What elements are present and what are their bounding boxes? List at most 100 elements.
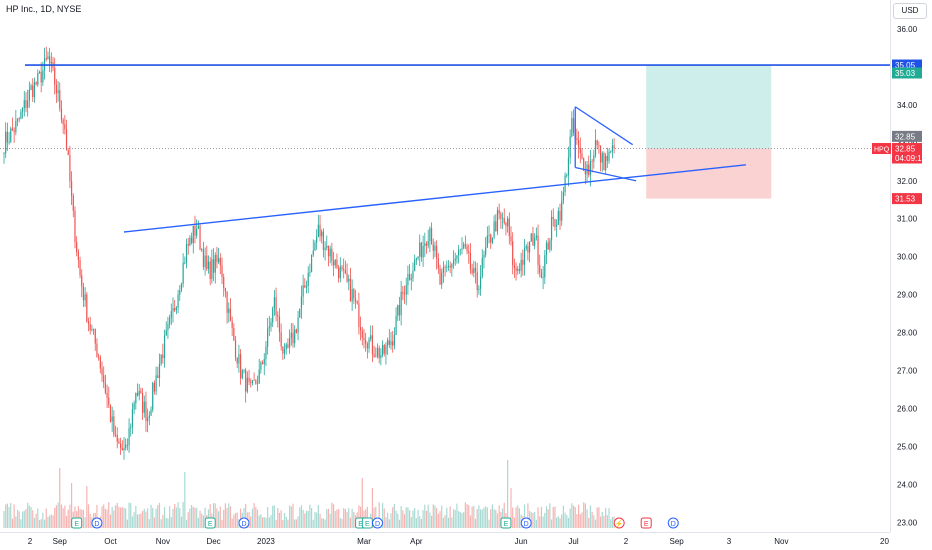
event-circle: [91, 517, 103, 529]
candle-body: [263, 358, 265, 365]
volume-bar: [405, 507, 407, 528]
candle-body: [503, 218, 505, 224]
candle-body: [280, 332, 282, 347]
volume-bar: [226, 507, 228, 528]
volume-bar: [190, 505, 193, 528]
volume-bar: [476, 509, 478, 528]
x-tick-label: 2023: [257, 537, 275, 546]
volume-bar: [321, 518, 323, 528]
x-tick-label: 2: [28, 537, 33, 546]
candle-body: [37, 73, 39, 85]
candle-body: [121, 447, 123, 451]
event-marker-dividend-future[interactable]: D: [667, 517, 679, 529]
volume-bar: [307, 510, 309, 528]
y-tick-label: 25.00: [897, 442, 918, 451]
volume-bar: [140, 513, 142, 528]
candle-body: [234, 340, 237, 358]
volume-bar: [530, 512, 532, 528]
volume-bar: [114, 505, 117, 528]
volume-bar: [138, 514, 140, 528]
volume-bar: [118, 506, 120, 528]
volume-bar: [442, 517, 444, 528]
volume-bar: [556, 517, 558, 528]
candle-body: [434, 245, 436, 251]
event-marker-dividend[interactable]: D: [91, 517, 103, 529]
currency-selector[interactable]: USD: [893, 3, 927, 19]
candle-body: [523, 248, 526, 265]
volume-bar: [270, 515, 272, 528]
candle-body: [334, 259, 336, 266]
volume-bar: [13, 504, 15, 528]
candle-body: [233, 328, 235, 341]
volume-bar: [601, 511, 603, 528]
volume-bar: [387, 512, 389, 528]
volume-bar: [383, 508, 385, 528]
candle-body: [461, 248, 463, 250]
volume-bar: [218, 511, 220, 528]
volume-bar: [300, 505, 303, 528]
candle-body: [136, 393, 139, 396]
candle-body: [486, 235, 488, 248]
volume-bar: [283, 513, 286, 528]
candle-body: [349, 278, 352, 302]
candle-body: [94, 329, 96, 344]
candle-body: [530, 233, 532, 242]
volume-bar: [209, 504, 211, 528]
event-marker-dividend[interactable]: D: [520, 517, 532, 529]
volume-bar: [47, 516, 49, 528]
candle-body: [593, 155, 595, 162]
volume-bar: [589, 505, 592, 528]
candle-body: [599, 145, 602, 163]
x-tick-label: Jun: [515, 537, 528, 546]
volume-bar: [469, 515, 472, 528]
candle-body: [419, 242, 421, 257]
volume-bar: [104, 508, 106, 528]
y-tick-label: 36.00: [897, 25, 918, 34]
event-marker-earnings[interactable]: E: [71, 517, 83, 529]
volume-bar: [481, 509, 483, 528]
volume-bar: [77, 506, 79, 528]
candle-body: [500, 213, 502, 219]
event-marker-dividend[interactable]: D: [371, 517, 383, 529]
volume-bar: [33, 517, 36, 528]
candle-body: [204, 255, 206, 268]
candle-body: [305, 285, 308, 288]
volume-bar: [260, 514, 262, 528]
candle-body: [341, 266, 343, 269]
event-marker-earnings-future[interactable]: E: [640, 517, 652, 529]
candle-body: [317, 224, 319, 237]
candle-body: [297, 317, 299, 333]
candle-body: [153, 382, 156, 392]
volume-bar: [50, 514, 52, 528]
event-marker-earnings[interactable]: E: [500, 517, 512, 529]
volume-bar: [251, 508, 254, 528]
volume-bar: [611, 516, 613, 528]
candle-body: [409, 273, 411, 280]
event-marker-dividend[interactable]: D: [238, 517, 250, 529]
price-label: 04:09:19: [895, 154, 927, 163]
candle-body: [192, 225, 194, 244]
candle-body: [520, 259, 522, 271]
candle-body: [436, 245, 438, 259]
candle-body: [537, 235, 539, 266]
candle-body: [283, 348, 286, 354]
price-label: 31.53: [895, 195, 916, 204]
candle-body: [243, 369, 245, 371]
candle-body: [77, 251, 79, 261]
volume-bar: [52, 515, 54, 528]
candle-body: [414, 259, 416, 271]
volume-bar: [544, 512, 546, 528]
candle-body: [490, 234, 492, 243]
candle-body: [332, 261, 335, 266]
candle-body: [343, 268, 345, 271]
x-tick-label: Sep: [53, 537, 68, 546]
candle-body: [28, 89, 30, 101]
event-marker-earnings[interactable]: E: [361, 517, 373, 529]
event-marker-split[interactable]: ⚡: [613, 517, 625, 529]
candle-body: [373, 354, 375, 357]
volume-bar: [574, 506, 576, 528]
candle-body: [478, 288, 480, 290]
candle-body: [356, 301, 358, 304]
event-marker-earnings[interactable]: E: [204, 517, 216, 529]
